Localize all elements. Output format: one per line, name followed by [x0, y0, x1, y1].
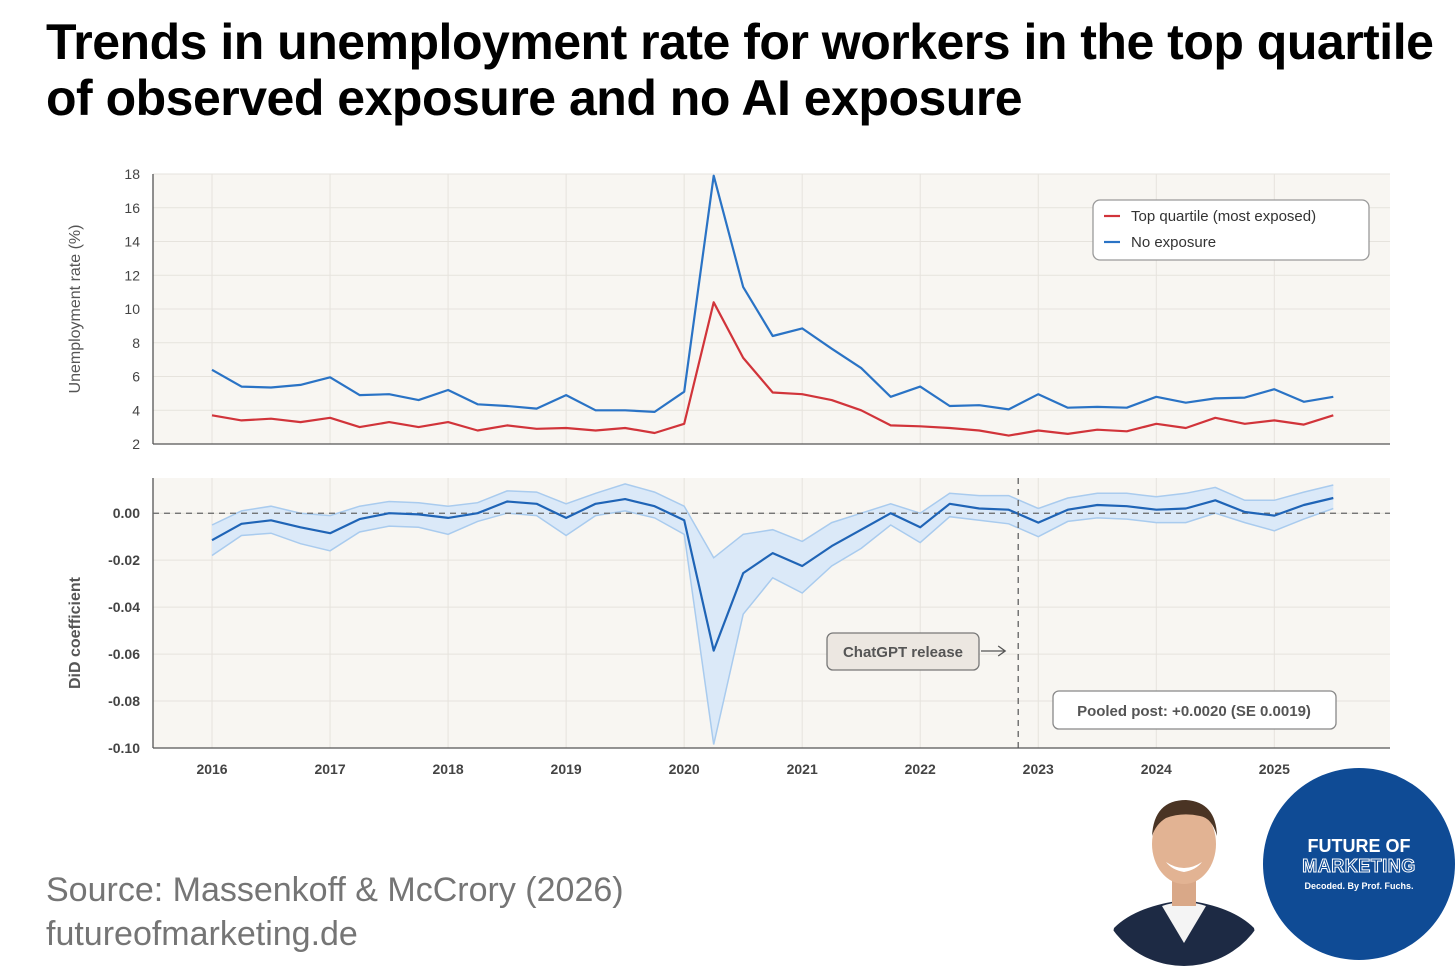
top-ytick-label: 14: [124, 234, 140, 250]
top-ytick-label: 6: [132, 369, 140, 385]
bottom-y-axis-label: DiD coefficient: [67, 576, 84, 689]
xtick-label: 2024: [1141, 761, 1172, 777]
annotation-box: [826, 632, 980, 671]
did-band-upper: [211, 483, 1334, 559]
bottom-ytick-label: -0.02: [108, 552, 140, 568]
xtick-label: 2021: [787, 761, 818, 777]
annotation-label: ChatGPT release: [843, 644, 963, 661]
did-confidence-band: [212, 483, 1334, 745]
xtick-label: 2020: [669, 761, 700, 777]
xtick-label: 2016: [196, 761, 227, 777]
did-band-lower: [211, 507, 1334, 745]
pooled-post-label: Pooled post: +0.0020 (SE 0.0019): [1077, 703, 1311, 720]
top-y-axis-label: Unemployment rate (%): [67, 225, 84, 394]
charts-figure: 2 4 6 8 10 12 14 16 18 Unemployment rate (%) Top q…: [67, 166, 1390, 777]
bottom-ytick-label: 0.00: [113, 505, 140, 521]
xtick-label: 2017: [314, 761, 345, 777]
chatgpt-release-annotation: ChatGPT release: [826, 632, 1007, 671]
bottom-ytick-label: -0.10: [108, 740, 140, 756]
badge-line2: MARKETING: [1302, 855, 1416, 876]
top-ytick-label: 8: [132, 335, 140, 351]
xtick-label: 2025: [1259, 761, 1290, 777]
source-citation: Source: Massenkoff & McCrory (2026): [46, 871, 624, 909]
source-text: Source: Massenkoff & McCrory (2026) futu…: [46, 868, 624, 956]
top-ytick-label: 12: [124, 267, 140, 283]
did-coefficient-line: [211, 496, 1334, 652]
arrow-head-icon: [997, 645, 1007, 657]
bottom-ytick-label: -0.04: [108, 599, 140, 615]
legend: Top quartile (most exposed) No exposure: [1092, 199, 1370, 261]
badge-line1: FUTURE OF: [1307, 835, 1411, 856]
top-ytick-label: 10: [124, 301, 140, 317]
author-avatar-icon: [1096, 790, 1272, 966]
xtick-label: 2022: [905, 761, 936, 777]
bottom-ytick-label: -0.06: [108, 646, 140, 662]
xtick-label: 2019: [551, 761, 582, 777]
page-title: Trends in unemployment rate for workers …: [46, 14, 1434, 126]
top-ytick-label: 2: [132, 436, 140, 452]
series-line-top-quartile: [211, 301, 1334, 437]
top-ytick-label: 4: [132, 402, 140, 418]
website-url: futureofmarketing.de: [46, 915, 358, 953]
pooled-post-box: Pooled post: +0.0020 (SE 0.0019): [1052, 690, 1337, 730]
legend-box: [1092, 199, 1370, 261]
series-line-no-exposure: [211, 174, 1334, 413]
xtick-label: 2023: [1023, 761, 1054, 777]
badge-tagline: Decoded. By Prof. Fuchs.: [1304, 880, 1414, 891]
legend-label: No exposure: [1131, 234, 1216, 251]
legend-label: Top quartile (most exposed): [1131, 208, 1316, 225]
top-ytick-label: 18: [124, 166, 140, 182]
pooled-post-frame: [1052, 690, 1337, 730]
bottom-ytick-label: -0.08: [108, 693, 140, 709]
future-of-marketing-badge: FUTURE OF MARKETING Decoded. By Prof. Fu…: [1263, 768, 1455, 960]
xtick-label: 2018: [433, 761, 464, 777]
top-ytick-label: 16: [124, 200, 140, 216]
